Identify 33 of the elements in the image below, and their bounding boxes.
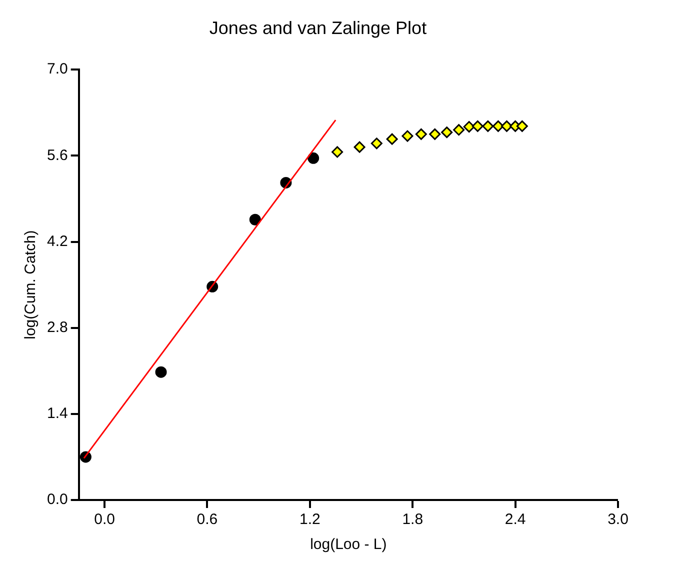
point — [370, 138, 382, 150]
x-tick-label: 1.8 — [402, 511, 424, 528]
point — [415, 128, 427, 140]
point — [482, 120, 494, 132]
point — [354, 141, 366, 153]
point — [155, 366, 167, 378]
y-axis-title: log(Cum. Catch) — [22, 230, 40, 340]
y-tick-label: 1.4 — [46, 405, 68, 422]
point — [429, 128, 441, 140]
point — [332, 146, 344, 158]
point — [492, 120, 504, 132]
y-tick-label: 7.0 — [46, 60, 68, 78]
x-tick-label: 3.0 — [608, 511, 628, 528]
chart-title: Jones and van Zalinge Plot — [209, 18, 427, 38]
point — [386, 133, 398, 145]
point — [441, 126, 453, 138]
point — [500, 120, 512, 132]
y-tick-label: 0.0 — [46, 491, 68, 508]
point — [472, 120, 484, 132]
point — [463, 121, 475, 133]
x-tick-label: 1.2 — [299, 511, 320, 528]
x-tick-label: 2.4 — [504, 511, 526, 528]
y-tick-label: 2.8 — [46, 318, 68, 336]
y-tick-label: 5.6 — [46, 146, 68, 164]
x-axis-title: log(Loo - L) — [310, 536, 387, 554]
x-tick-label: 0.0 — [94, 511, 115, 528]
point — [402, 130, 414, 142]
x-tick-label: 0.6 — [196, 511, 218, 528]
point — [516, 120, 528, 132]
point — [453, 124, 465, 136]
point — [308, 152, 320, 164]
y-tick-label: 4.2 — [46, 232, 68, 250]
point — [249, 214, 261, 226]
